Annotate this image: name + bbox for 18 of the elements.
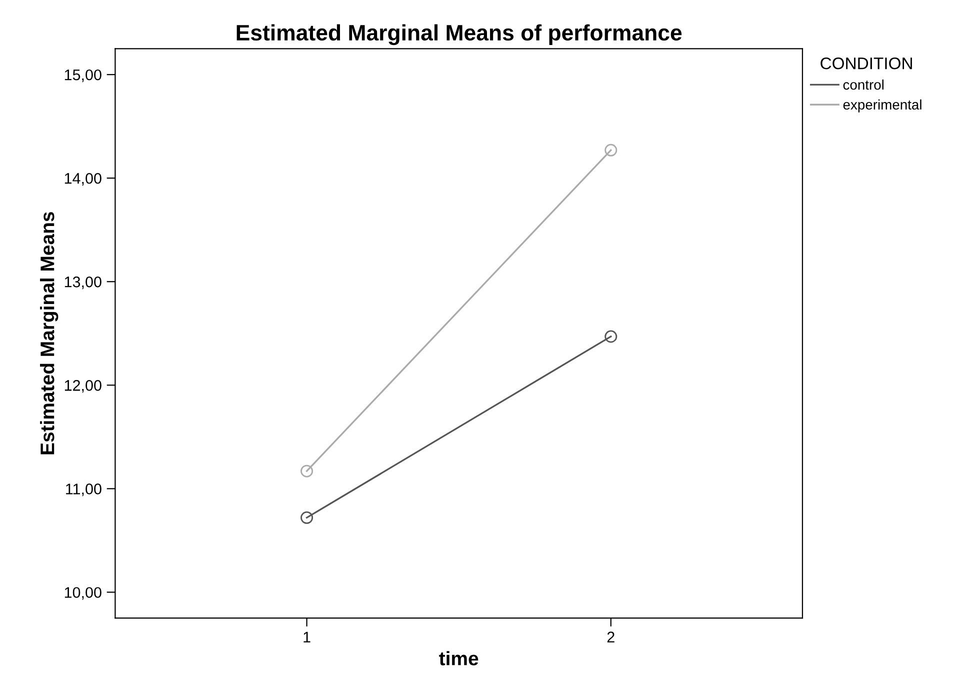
y-tick-label: 12,00 bbox=[64, 380, 102, 393]
point bbox=[604, 330, 618, 343]
y-tick-label: 14,00 bbox=[64, 172, 102, 186]
point bbox=[300, 464, 314, 478]
y-tick-label: 15,00 bbox=[64, 69, 102, 82]
x-axis-title: time bbox=[439, 651, 478, 666]
y-tick-label: 13,00 bbox=[64, 276, 102, 290]
point bbox=[300, 511, 314, 524]
chart-title: Estimated Marginal Means of performance bbox=[236, 24, 682, 46]
legend-label: experimental bbox=[843, 99, 922, 112]
x-tick-label: 2 bbox=[607, 632, 614, 642]
legend-label: control bbox=[843, 80, 884, 90]
y-tick-label: 10,00 bbox=[64, 587, 102, 600]
point bbox=[604, 144, 618, 156]
legend-title: CONDITION bbox=[820, 57, 912, 70]
x-tick-label: 1 bbox=[304, 632, 310, 642]
y-axis-title: Estimated Marginal Means bbox=[40, 212, 58, 454]
y-tick-label: 11,00 bbox=[66, 484, 102, 496]
